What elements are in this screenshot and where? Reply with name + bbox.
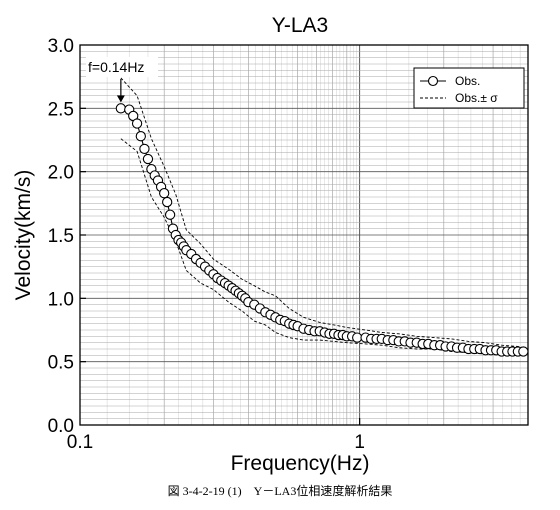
- velocity-frequency-chart: Y-LA3 Frequency(Hz) Velocity(km/s) 0.1 1 …: [12, 14, 529, 475]
- axis-ticks: [80, 107, 361, 425]
- legend-obs-marker: [427, 75, 439, 87]
- annotation-box: [86, 57, 158, 77]
- obs-point: [115, 103, 127, 114]
- x-tick-labels: 0.1 1: [67, 432, 365, 453]
- legend-obs-label: Obs.: [455, 74, 480, 88]
- legend-box: [413, 67, 525, 109]
- y-tick-label: 0.5: [48, 353, 74, 374]
- x-axis-label: Frequency(Hz): [231, 452, 370, 475]
- sigma-upper-line: [120, 77, 524, 349]
- obs-point: [142, 153, 154, 165]
- obs-line: [120, 107, 524, 353]
- y-tick-label: 0.0: [48, 416, 74, 437]
- annotation-arrow: [116, 79, 125, 103]
- y-axis-label: Velocity(km/s): [12, 170, 35, 301]
- figure-caption: 図 3-4-2-19 (1) Y－LA3位相速度解析結果: [167, 484, 393, 498]
- obs-point: [164, 209, 176, 220]
- legend-sigma-label: Obs.± σ: [455, 91, 498, 105]
- y-tick-label: 1.5: [48, 226, 74, 247]
- obs-series: [115, 103, 529, 357]
- obs-point: [162, 196, 173, 208]
- obs-point: [518, 346, 529, 357]
- x-tick-label: 0.1: [67, 432, 93, 453]
- obs-point: [135, 131, 146, 142]
- sigma-band: [120, 77, 524, 356]
- obs-point: [139, 143, 150, 155]
- y-tick-label: 2.0: [48, 163, 74, 184]
- y-tick-label: 2.5: [48, 99, 74, 120]
- frequency-annotation: f=0.14Hz: [88, 59, 144, 75]
- y-tick-label: 1.0: [48, 289, 74, 310]
- obs-point: [159, 188, 170, 199]
- obs-point: [131, 118, 143, 129]
- y-tick-labels: 0.0 0.5 1.0 1.5 2.0 2.5 3.0: [48, 36, 74, 437]
- legend: Obs. Obs.± σ: [413, 67, 525, 109]
- annotation-arrow-head: [116, 95, 125, 103]
- chart-title: Y-LA3: [272, 14, 328, 37]
- obs-point: [352, 332, 363, 343]
- y-tick-label: 3.0: [48, 36, 74, 57]
- x-tick-label: 1: [354, 432, 365, 453]
